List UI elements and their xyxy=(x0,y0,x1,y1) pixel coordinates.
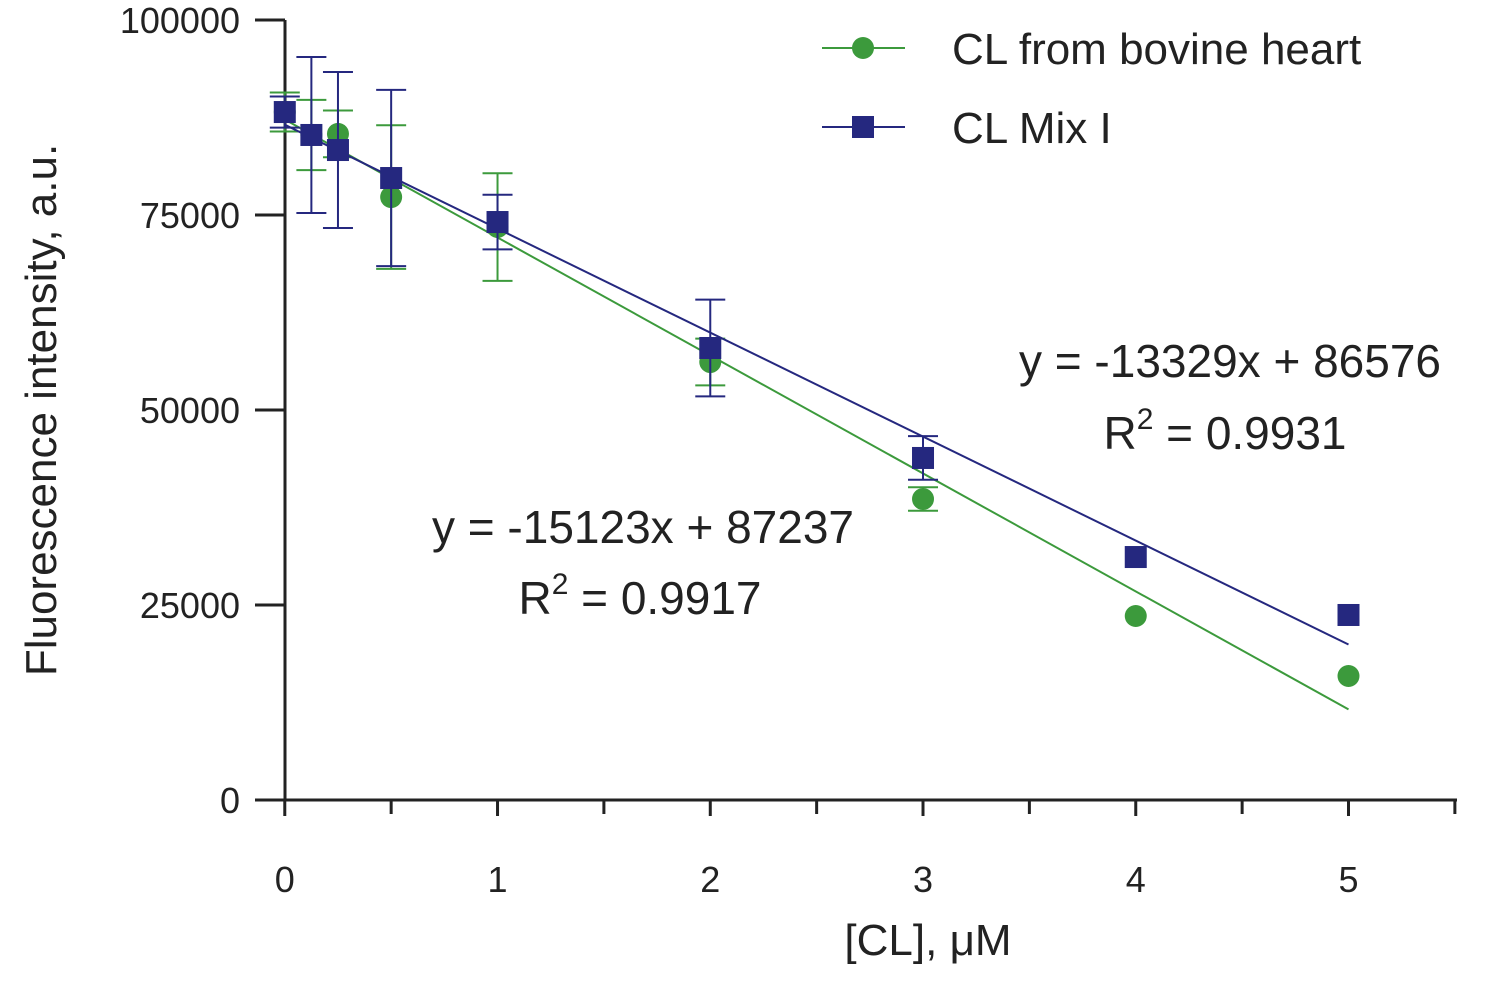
trend-line xyxy=(284,118,1349,711)
x-tick-label: 1 xyxy=(488,859,508,900)
marker xyxy=(912,487,935,510)
r-squared-sup: 2 xyxy=(1137,403,1154,436)
marker xyxy=(380,167,403,190)
y-tick-label: 75000 xyxy=(140,195,240,236)
x-axis-label: [CL], μM xyxy=(844,916,1011,965)
y-tick-label: 100000 xyxy=(120,0,240,41)
y-tick-label: 25000 xyxy=(140,585,240,626)
r-squared: R2 = 0.9917 xyxy=(518,568,761,624)
marker xyxy=(273,101,296,124)
r-squared-rest: = 0.9931 xyxy=(1153,407,1346,459)
fit-equation: y = -13329x + 86576 xyxy=(1019,335,1441,387)
r-squared-base: R xyxy=(1103,407,1136,459)
marker xyxy=(1124,546,1147,569)
marker xyxy=(912,446,935,469)
x-tick-label: 0 xyxy=(275,859,295,900)
x-tick-label: 3 xyxy=(913,859,933,900)
marker xyxy=(1124,604,1147,627)
r-squared: R2 = 0.9931 xyxy=(1103,403,1346,459)
r-squared-sup: 2 xyxy=(552,568,569,601)
trend-line xyxy=(284,123,1349,646)
r-squared-rest: = 0.9917 xyxy=(568,572,761,624)
y-tick-label: 0 xyxy=(220,780,240,821)
x-tick-label: 2 xyxy=(700,859,720,900)
marker xyxy=(1337,664,1360,687)
legend-marker xyxy=(852,37,874,59)
y-axis-label: Fluorescence intensity, a.u. xyxy=(17,144,66,676)
series xyxy=(269,55,1360,646)
marker xyxy=(699,336,722,359)
fit-equation: y = -15123x + 87237 xyxy=(432,501,854,553)
r-squared-base: R xyxy=(518,572,551,624)
x-tick-label: 5 xyxy=(1338,859,1358,900)
y-tick-label: 50000 xyxy=(140,390,240,431)
legend-marker xyxy=(852,116,874,138)
series xyxy=(269,91,1360,711)
marker xyxy=(326,139,349,162)
legend-label: CL from bovine heart xyxy=(952,25,1361,74)
marker xyxy=(1337,603,1360,626)
x-tick-label: 4 xyxy=(1126,859,1146,900)
legend-label: CL Mix I xyxy=(952,104,1112,153)
marker xyxy=(486,211,509,234)
marker xyxy=(300,123,323,146)
